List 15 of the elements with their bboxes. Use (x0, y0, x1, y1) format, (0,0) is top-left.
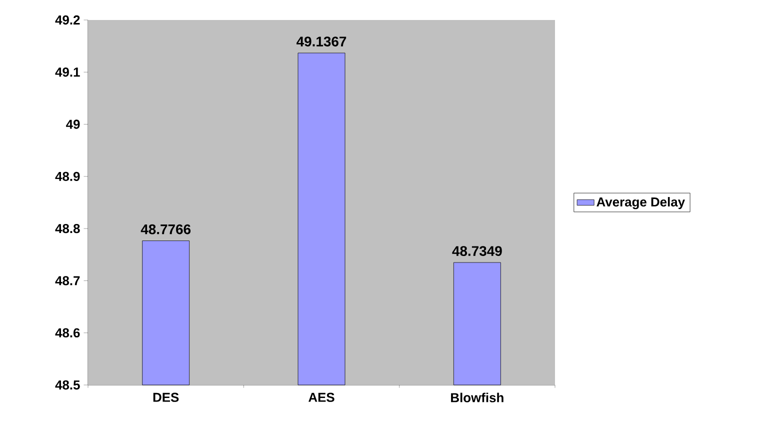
data-label: 48.7349 (452, 246, 502, 256)
x-tick-label: Blowfish (451, 392, 504, 402)
x-tick-label: AES (308, 392, 334, 402)
data-label: 48.7766 (140, 224, 191, 234)
legend-label: Average Delay (596, 197, 685, 210)
y-tick-label: 49 (66, 120, 80, 129)
y-tick-label: 49.1 (55, 68, 80, 77)
y-tick-label: 49.2 (55, 15, 80, 25)
data-label: 49.1367 (296, 36, 346, 46)
y-tick-label: 48.5 (55, 380, 80, 390)
y-tick-label: 48.8 (55, 224, 80, 234)
y-tick-label: 48.6 (55, 328, 80, 338)
y-tick-label: 48.9 (55, 172, 80, 181)
y-tick-label: 48.7 (55, 276, 80, 286)
x-tick-label: DES (153, 392, 179, 402)
